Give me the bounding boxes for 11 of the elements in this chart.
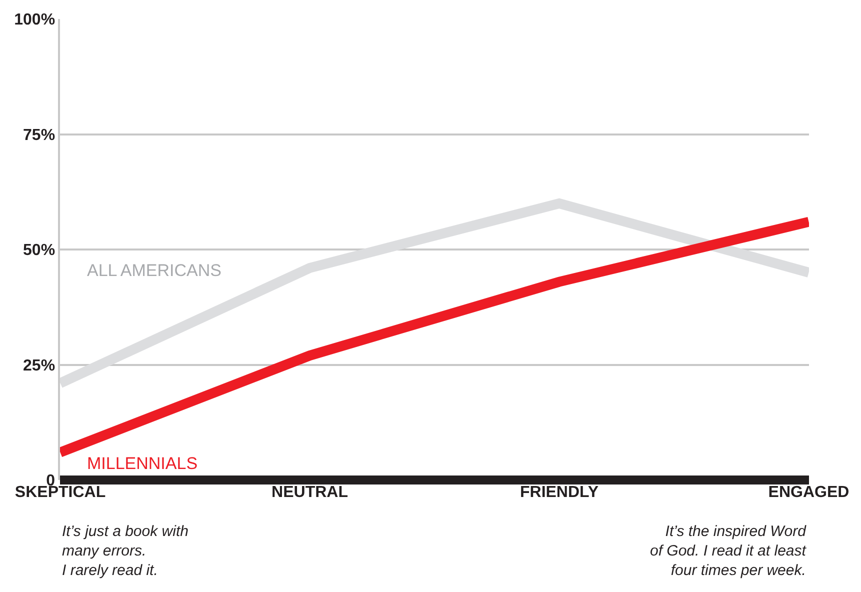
x-tick-label: ENGAGED: [768, 484, 850, 501]
x-tick-label: FRIENDLY: [520, 484, 599, 501]
text: It’s just a book with many errors. I rarely read it.: [62, 523, 188, 579]
y-tick-label: 25%: [23, 357, 56, 374]
x-tick-label: NEUTRAL: [272, 484, 348, 501]
text: It’s the inspired Word of God. I read it at least four times per week.: [650, 523, 807, 579]
series-label: MILLENNIALS: [87, 454, 198, 473]
y-tick-label: 75%: [23, 126, 56, 144]
series-label: ALL AMERICANS: [87, 261, 222, 280]
y-tick-label: 100%: [14, 12, 56, 29]
y-tick-label: 50%: [23, 242, 56, 260]
